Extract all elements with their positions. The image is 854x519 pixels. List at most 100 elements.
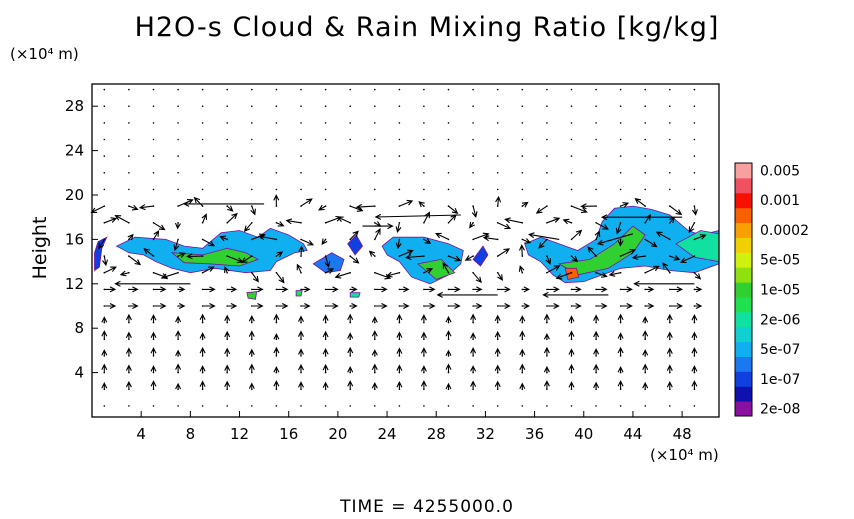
wind-vector <box>423 211 430 224</box>
wind-vector <box>448 303 461 309</box>
grid-dot <box>152 172 155 174</box>
grid-dot <box>251 172 253 174</box>
grid-dot <box>570 138 573 141</box>
wind-vector <box>535 205 548 214</box>
wind-vector <box>593 363 600 373</box>
y-tick-label: 24 <box>65 142 84 160</box>
wind-vector <box>224 347 231 356</box>
grid-dot <box>570 105 573 107</box>
wind-vector <box>691 365 698 373</box>
wind-vector <box>436 291 498 298</box>
wind-vector <box>226 212 238 224</box>
colorbar-label: 5e-07 <box>760 342 800 358</box>
x-tick-label: 36 <box>525 425 544 443</box>
colorbar-swatch <box>735 163 752 179</box>
grid-dot <box>521 105 524 107</box>
colorbar: 2e-08 1e-07 5e-07 2e-06 1e-05 5e-05 0.0002 0.00… <box>734 162 809 418</box>
wind-vector <box>543 332 550 340</box>
time-readout: TIME = 4255000.0 <box>340 497 514 517</box>
colorbar-label: 2e-08 <box>760 402 800 418</box>
grid-dot <box>103 155 106 157</box>
grid-dot <box>177 172 179 174</box>
wind-vector <box>669 255 681 261</box>
grid-dot <box>103 405 106 407</box>
grid-dot <box>349 105 352 107</box>
wind-vector <box>494 330 501 340</box>
wind-vector <box>519 348 526 356</box>
wind-vector <box>251 303 264 309</box>
colorbar-label: 0.0002 <box>760 223 809 239</box>
wind-vector <box>399 286 410 293</box>
wind-vector <box>691 380 698 390</box>
wind-vector <box>396 313 403 323</box>
wind-vector <box>150 380 157 390</box>
wind-vector <box>347 346 354 356</box>
wind-vector <box>125 364 132 373</box>
grid-dot <box>669 188 671 191</box>
wind-vector <box>374 303 388 309</box>
wind-vector <box>448 205 459 214</box>
grid-dot <box>546 122 548 124</box>
wind-vector <box>691 347 698 356</box>
wind-vector <box>448 214 457 224</box>
grid-dot <box>177 122 179 124</box>
x-tick-label: 12 <box>230 425 249 443</box>
colorbar-label: 2e-06 <box>760 312 800 328</box>
wind-vector <box>257 234 277 241</box>
wind-vector <box>276 221 285 227</box>
wind-vector <box>568 363 575 373</box>
x-tick-label: 32 <box>476 425 495 443</box>
wind-vector <box>102 256 109 267</box>
wind-vector <box>694 234 707 240</box>
wind-vector <box>104 217 118 224</box>
wind-vector <box>568 330 575 340</box>
x-tick-label: 24 <box>378 425 397 443</box>
wind-vector <box>470 332 477 340</box>
wind-vector <box>445 330 452 340</box>
wind-vector <box>694 286 703 293</box>
wind-vector <box>150 313 157 323</box>
grid-dot <box>423 172 425 174</box>
wind-vector <box>318 204 326 211</box>
colorbar-frame <box>734 162 753 417</box>
wind-vector <box>464 255 474 261</box>
grid-dot <box>423 405 425 407</box>
wind-vector <box>150 331 157 340</box>
grid-dot <box>447 138 450 141</box>
wind-vector <box>521 201 529 208</box>
wind-vector <box>276 303 289 309</box>
wind-vector <box>199 313 206 323</box>
wind-vector <box>322 381 329 390</box>
wind-vector <box>596 286 608 293</box>
wind-vector <box>620 202 630 208</box>
cloud-b-core <box>170 247 259 267</box>
wind-vector <box>615 222 622 235</box>
grid-dot <box>152 405 155 407</box>
grid-dot <box>251 405 253 407</box>
wind-vector <box>555 272 572 280</box>
grid-dot <box>447 155 450 157</box>
wind-vector <box>300 198 313 207</box>
grid-dot <box>152 122 155 124</box>
wind-vector <box>177 252 187 258</box>
grid-dot <box>546 405 548 407</box>
wind-vector <box>175 330 182 340</box>
grid-dot <box>693 155 696 157</box>
wind-vector <box>669 286 684 293</box>
wind-vector <box>434 232 449 240</box>
wind-vector <box>125 380 132 390</box>
grid-dot <box>472 88 474 91</box>
grid-dot <box>521 138 524 141</box>
grid-dot <box>300 172 302 174</box>
wind-vector <box>423 286 436 293</box>
wind-vector <box>538 239 548 249</box>
wind-vector <box>273 194 280 207</box>
wind-vector <box>445 315 452 323</box>
colorbar-label: 1e-05 <box>760 283 800 299</box>
grid-dot <box>693 405 696 407</box>
cloud-f <box>472 245 489 267</box>
wind-vector <box>593 381 600 390</box>
grid-dot <box>201 88 204 91</box>
colorbar-label: 5e-05 <box>760 253 800 269</box>
colorbar-swatch <box>735 252 752 268</box>
